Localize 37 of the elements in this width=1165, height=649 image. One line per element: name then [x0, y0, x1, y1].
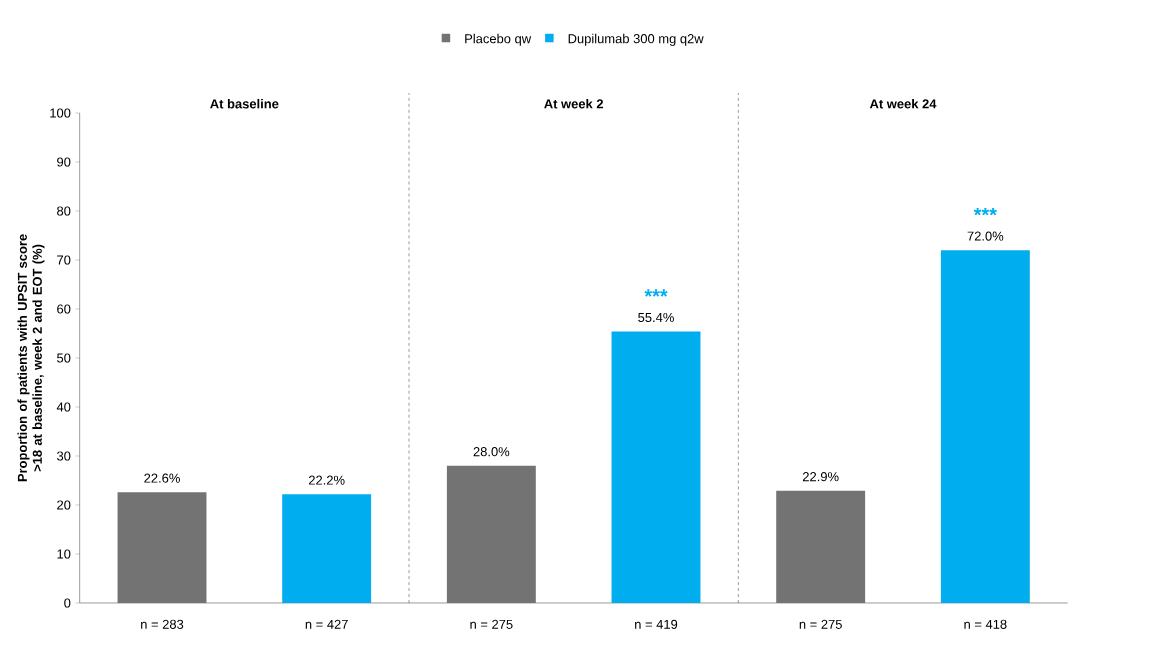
y-tick-label: 40 [56, 402, 71, 412]
text: At week 24 [869, 98, 937, 109]
y-tick-label: 80 [57, 206, 71, 216]
data-label: 22.6% [144, 473, 180, 483]
annotation: *** [973, 207, 997, 216]
bar [117, 492, 207, 603]
y-tick-label: 30 [57, 451, 71, 461]
y-tick-label: 70 [57, 255, 71, 265]
x-tick-label: n = 283 [141, 619, 184, 629]
x-tick-label: n = 275 [470, 619, 513, 629]
y-tick-label: 20 [57, 500, 71, 510]
y-tick-label: 100 [50, 108, 71, 118]
y-tick-label: 50 [57, 353, 71, 363]
bar [940, 250, 1030, 603]
x-tick-label: n = 275 [799, 619, 842, 629]
x-tick-label: n = 418 [964, 619, 1007, 629]
text: At week 2 [544, 98, 604, 109]
data-label: 22.9% [802, 472, 839, 482]
data-label: 22.2% [308, 475, 345, 485]
x-tick-label: n = 419 [635, 619, 678, 629]
data-label: 72.0% [967, 231, 1004, 241]
y-tick-label: 10 [57, 549, 71, 559]
y-tick-label: 90 [57, 157, 71, 167]
y-tick-label: 60 [57, 304, 71, 314]
bar [611, 331, 701, 603]
x-tick-label: n = 427 [305, 619, 348, 629]
bar [282, 494, 372, 603]
text: At baseline [210, 98, 279, 109]
data-label: 55.4% [638, 312, 674, 323]
bar [776, 490, 866, 603]
y-axis-title: Proportion of patients with UPSIT score >18 at baseline, week 2 and EOT (%) [17, 234, 45, 482]
annotation: *** [644, 289, 668, 297]
legend-label: Dupilumab 300 mg q2w [568, 33, 704, 46]
bar [446, 465, 536, 603]
legend-label: Placebo qw [465, 33, 532, 46]
y-tick-label: 0 [64, 598, 71, 608]
data-label: 28.0% [473, 447, 510, 457]
